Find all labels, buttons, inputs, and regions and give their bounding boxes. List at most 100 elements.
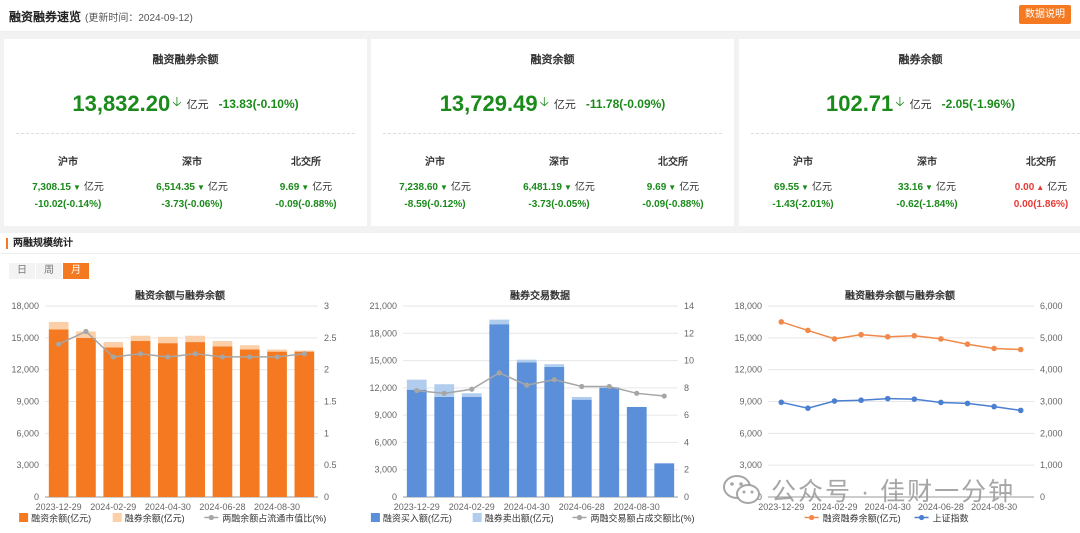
margin-balance-point [884, 333, 891, 340]
legend-marker [576, 514, 583, 521]
ratio-point [441, 390, 447, 396]
bar-financing-buy [434, 396, 455, 497]
bar-financing-buy [544, 366, 565, 497]
down-arrow-icon: ▼ [668, 183, 677, 192]
down-arrow-icon: 🡣 [539, 94, 549, 109]
chart-legend: 融资余额(亿元) 融券余额(亿元) 两融余额占流通市值比(%) [19, 513, 326, 524]
y-left-tick-label: 15,000 [369, 356, 397, 366]
y-left-tick-label: 3,000 [739, 460, 762, 470]
y-right-tick-label: 0.5 [324, 460, 337, 470]
x-tick-label: 2023-12-29 [36, 502, 82, 512]
market-unit: 亿元 [935, 182, 956, 193]
main-unit: 亿元 [909, 99, 932, 111]
main-unit: 亿元 [553, 99, 576, 111]
y-right-tick-label: 2.5 [324, 333, 337, 343]
main-change: -13.83(-0.10%) [218, 97, 299, 111]
market-change: 0.00(1.86%) [1013, 199, 1069, 210]
market-value-row: 9.69 ▼ 亿元 [256, 178, 356, 193]
y-left-tick-label: 12,000 [734, 365, 762, 375]
index-point [1017, 407, 1024, 414]
y-left-tick-label: 12,000 [369, 383, 397, 393]
ratio-point [524, 382, 530, 388]
market-value-row: 9.69 ▼ 亿元 [623, 178, 723, 193]
market-value-row: 7,238.60 ▼ 亿元 [385, 178, 485, 193]
y-left-tick-label: 18,000 [369, 328, 397, 338]
margin-balance-point [911, 332, 918, 339]
market-name: 沪市 [425, 157, 445, 168]
ratio-point [165, 354, 171, 360]
y-right-tick-label: 0 [684, 492, 689, 502]
market-stat: 深市 6,481.19 ▼ 亿元 -3.73(-0.05%) [509, 153, 609, 210]
bar-securities-lending-balance [130, 335, 151, 342]
chart-title: 融券交易数据 [510, 291, 570, 302]
y-left-tick-label: 6,000 [16, 428, 39, 438]
y-right-tick-label: 6 [684, 410, 689, 420]
bar-securities-lending-sell [516, 359, 537, 363]
market-change: -0.62(-1.84%) [896, 199, 958, 210]
watermark-text: 公众号 · 佳财一分钟 [770, 478, 1016, 506]
margin-balance-line [781, 321, 1021, 351]
legend-label: 融券卖出额(亿元) [485, 513, 554, 524]
bar-securities-lending-sell [544, 364, 565, 367]
tab-day[interactable]: 日 [9, 263, 35, 279]
bar-securities-lending-sell [406, 379, 427, 390]
down-arrow-icon: ▼ [301, 183, 310, 192]
ratio-point [110, 354, 116, 360]
margin-balance-point [831, 336, 838, 342]
market-value: 6,481.19 [523, 182, 562, 193]
market-value-row: 6,481.19 ▼ 亿元 [509, 178, 609, 193]
bar-financing-balance [48, 329, 69, 497]
margin-balance-point [858, 331, 864, 338]
bar-securities-lending-balance [48, 321, 69, 330]
y-right-tick-label: 8 [684, 383, 689, 393]
bar-securities-lending-balance [185, 335, 205, 343]
legend-marker [809, 514, 815, 521]
bar-financing-balance [103, 347, 124, 497]
down-arrow-icon: 🡣 [895, 94, 905, 109]
card-title: 融券余额 [898, 54, 943, 66]
y-right-tick-label: 3,000 [1040, 397, 1063, 407]
bar-financing-balance [239, 349, 260, 497]
market-value: 33.16 [898, 182, 924, 193]
chart-2: 融券交易数据 0 3,000 6,000 9,000 12,000 15,000 18,000… [360, 0, 720, 533]
card-title: 融资融券余额 [152, 54, 219, 66]
market-change: -3.73(-0.05%) [528, 199, 590, 210]
margin-balance-point [964, 341, 971, 348]
ratio-point [301, 351, 307, 357]
market-unit: 亿元 [312, 182, 333, 193]
ratio-line [58, 330, 305, 358]
bar-financing-buy [489, 324, 510, 497]
y-left-tick-label: 9,000 [374, 410, 397, 420]
market-value: 7,308.15 [32, 182, 71, 193]
bar-securities-lending-sell [489, 319, 510, 325]
index-point [858, 397, 864, 404]
bar-securities-lending-balance [294, 350, 315, 352]
market-value: 9.69 [279, 182, 300, 193]
market-stat: 沪市 69.55 ▼ 亿元 -1.43(-2.01%) [753, 153, 853, 210]
tab-month[interactable]: 月 [63, 263, 89, 279]
tab-week[interactable]: 周 [36, 263, 62, 279]
market-stat: 北交所 9.69 ▼ 亿元 -0.09(-0.88%) [623, 153, 723, 210]
ratio-point [56, 341, 62, 347]
card-divider [383, 133, 722, 134]
ratio-point [414, 387, 420, 394]
market-stat: 北交所 0.00 ▲ 亿元 0.00(1.86%) [991, 153, 1080, 210]
x-tick-label: 2024-08-30 [971, 502, 1017, 512]
market-value-row: 0.00 ▲ 亿元 [991, 178, 1080, 193]
ratio-point [496, 370, 502, 376]
ratio-point [579, 383, 585, 390]
x-tick-label: 2023-12-29 [758, 502, 804, 512]
market-value: 9.69 [646, 182, 667, 193]
y-right-tick-label: 3 [324, 301, 329, 311]
x-tick-label: 2024-04-30 [865, 502, 911, 512]
bar-financing-balance [158, 343, 178, 497]
ratio-point [247, 354, 253, 360]
market-value-row: 6,514.35 ▼ 亿元 [142, 178, 242, 193]
y-left-tick-label: 0 [34, 492, 39, 502]
legend-label: 两融交易额占成交额比(%) [591, 513, 695, 524]
market-name: 沪市 [58, 157, 78, 168]
bar-financing-balance [76, 337, 96, 497]
update-time: (更新时间：2024-09-12) [85, 13, 193, 24]
data-explanation-button[interactable]: 数据说明 [1019, 5, 1071, 24]
card-title: 融资余额 [530, 54, 575, 66]
